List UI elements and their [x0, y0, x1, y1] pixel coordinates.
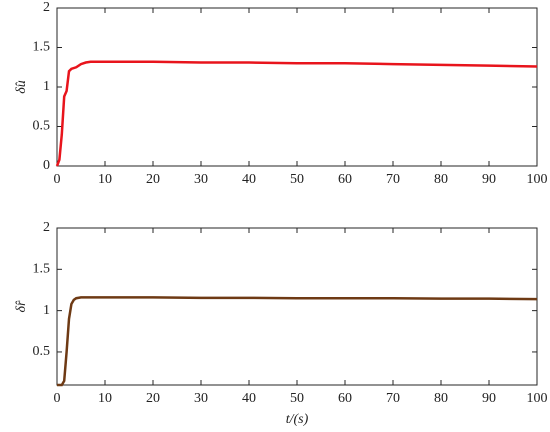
y-axis-label: δ̂r	[14, 300, 29, 313]
plot-area	[56, 7, 538, 167]
x-tick-label: 60	[338, 172, 352, 187]
line-series	[57, 296, 538, 387]
y-axis-label: δ̂u	[14, 80, 29, 94]
plot-area	[56, 227, 538, 386]
x-tick-label: 0	[54, 172, 61, 187]
y-tick-label: 1	[43, 303, 50, 318]
x-tick-label: 100	[527, 391, 548, 406]
y-tick-label: 2	[43, 220, 50, 235]
x-tick-label: 50	[290, 391, 304, 406]
y-tick-label: 0.5	[33, 119, 51, 134]
y-tick-label: 1	[43, 79, 50, 94]
x-tick-label: 10	[98, 391, 112, 406]
x-tick-label: 70	[386, 391, 400, 406]
x-tick-label: 80	[434, 172, 448, 187]
x-tick-label: 40	[242, 391, 256, 406]
y-tick-label: 0.5	[33, 344, 51, 359]
y-tick-label: 0	[43, 158, 50, 173]
x-tick-label: 20	[146, 172, 160, 187]
x-tick-label: 10	[98, 172, 112, 187]
x-tick-label: 30	[194, 172, 208, 187]
x-tick-label: 40	[242, 172, 256, 187]
x-tick-label: 90	[482, 391, 496, 406]
line-series	[55, 60, 538, 167]
x-tick-label: 60	[338, 391, 352, 406]
y-tick-label: 1.5	[33, 262, 51, 277]
y-tick-label: 2	[43, 0, 50, 15]
x-tick-label: 20	[146, 391, 160, 406]
y-tick-label: 1.5	[33, 40, 51, 55]
x-tick-label: 50	[290, 172, 304, 187]
x-tick-label: 80	[434, 391, 448, 406]
x-tick-label: 100	[527, 172, 548, 187]
x-tick-label: 90	[482, 172, 496, 187]
x-axis-label: t/(s)	[286, 412, 309, 427]
x-tick-label: 30	[194, 391, 208, 406]
x-tick-label: 0	[54, 391, 61, 406]
x-tick-label: 70	[386, 172, 400, 187]
